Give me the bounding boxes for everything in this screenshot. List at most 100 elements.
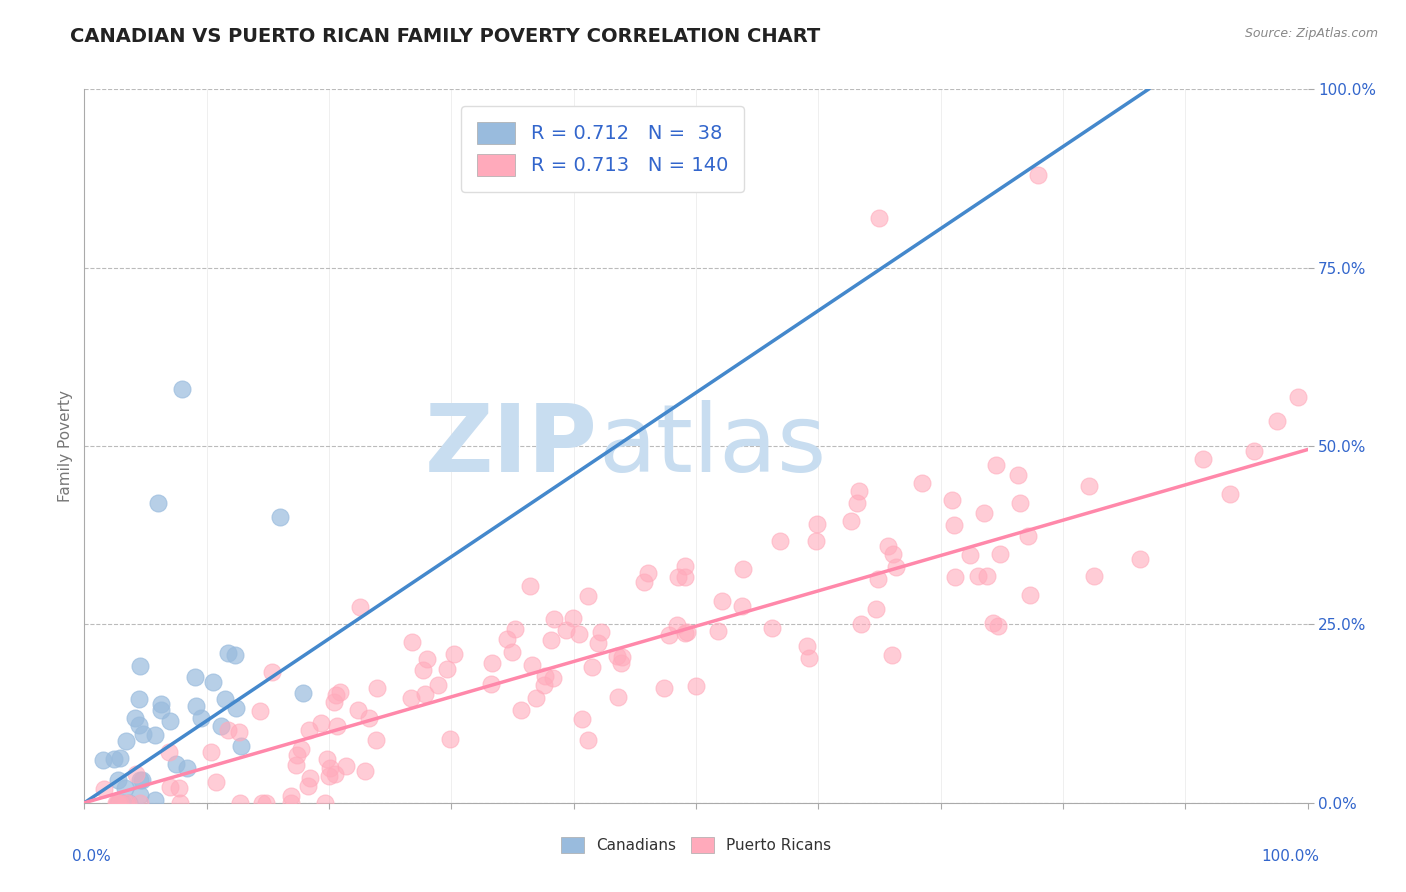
Point — [524, 690, 547, 705]
Point — [280, 789, 302, 804]
Point — [107, 772, 129, 787]
Point — [416, 652, 439, 666]
Point — [443, 648, 465, 662]
Point — [129, 796, 152, 810]
Point — [254, 796, 277, 810]
Point — [131, 772, 153, 787]
Point — [323, 695, 346, 709]
Point — [436, 662, 458, 676]
Point — [710, 594, 733, 608]
Point — [190, 710, 212, 724]
Point — [326, 719, 349, 733]
Point — [225, 700, 247, 714]
Point — [586, 636, 609, 650]
Point — [1129, 552, 1152, 566]
Point — [105, 796, 128, 810]
Point — [124, 710, 146, 724]
Point — [107, 796, 129, 810]
Point — [869, 211, 891, 225]
Point — [335, 758, 357, 772]
Point — [297, 779, 319, 793]
Point — [118, 796, 141, 810]
Point — [107, 796, 129, 810]
Point — [115, 734, 138, 748]
Point — [347, 703, 370, 717]
Point — [366, 681, 388, 695]
Point — [285, 747, 308, 762]
Point — [591, 625, 613, 640]
Point — [413, 687, 436, 701]
Text: CANADIAN VS PUERTO RICAN FAMILY POVERTY CORRELATION CHART: CANADIAN VS PUERTO RICAN FAMILY POVERTY … — [70, 27, 821, 45]
Point — [103, 752, 125, 766]
Point — [1219, 486, 1241, 500]
Point — [318, 769, 340, 783]
Point — [128, 692, 150, 706]
Point — [943, 517, 966, 532]
Point — [349, 599, 371, 614]
Point — [329, 685, 352, 699]
Point — [510, 703, 533, 717]
Point — [128, 788, 150, 802]
Point — [666, 617, 689, 632]
Point — [112, 796, 135, 810]
Point — [280, 796, 302, 810]
Point — [176, 761, 198, 775]
Point — [666, 570, 689, 584]
Point — [150, 703, 173, 717]
Point — [426, 678, 449, 692]
Point — [159, 780, 181, 794]
Point — [571, 712, 593, 726]
Point — [606, 648, 628, 663]
Point — [479, 676, 502, 690]
Point — [973, 506, 995, 520]
Point — [876, 539, 898, 553]
Point — [146, 496, 169, 510]
Point — [314, 796, 336, 810]
Point — [359, 710, 381, 724]
Point — [673, 626, 696, 640]
Point — [941, 493, 963, 508]
Point — [533, 678, 555, 692]
Point — [562, 610, 585, 624]
Point — [108, 796, 131, 810]
Point — [976, 569, 998, 583]
Point — [93, 782, 115, 797]
Point — [229, 739, 252, 753]
Text: atlas: atlas — [598, 400, 827, 492]
Text: 0.0%: 0.0% — [72, 849, 111, 864]
Point — [224, 648, 246, 662]
Point — [159, 714, 181, 728]
Point — [292, 686, 315, 700]
Point — [637, 566, 659, 581]
Point — [652, 681, 675, 695]
Point — [165, 756, 187, 771]
Point — [911, 476, 934, 491]
Point — [439, 731, 461, 746]
Point — [249, 704, 271, 718]
Point — [269, 510, 291, 524]
Point — [412, 664, 434, 678]
Point — [143, 728, 166, 742]
Point — [298, 772, 321, 786]
Point — [555, 623, 578, 637]
Point — [149, 697, 172, 711]
Point — [250, 796, 273, 810]
Point — [731, 599, 754, 613]
Point — [806, 516, 828, 531]
Point — [260, 665, 283, 679]
Point — [364, 732, 387, 747]
Y-axis label: Family Poverty: Family Poverty — [58, 390, 73, 502]
Point — [114, 781, 136, 796]
Point — [520, 658, 543, 673]
Point — [169, 796, 191, 810]
Text: ZIP: ZIP — [425, 400, 598, 492]
Point — [849, 616, 872, 631]
Point — [882, 648, 904, 662]
Point — [658, 628, 681, 642]
Point — [1007, 467, 1029, 482]
Point — [761, 621, 783, 635]
Point — [581, 660, 603, 674]
Point — [157, 746, 180, 760]
Point — [797, 650, 820, 665]
Point — [1243, 444, 1265, 458]
